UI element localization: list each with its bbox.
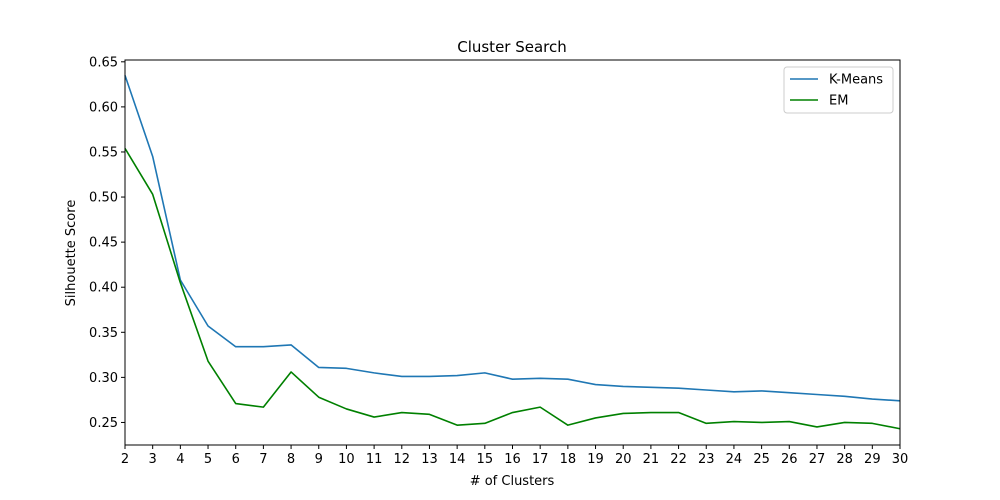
x-tick-label: 5 — [204, 452, 212, 467]
plot-lines — [124, 75, 901, 430]
x-tick-label: 22 — [670, 452, 687, 467]
x-axis: 2 3 4 5 6 7 8 9 10 11 12 13 14 15 16 17 18 19 20 21 22 23 24 25… — [121, 445, 908, 467]
plot-frame — [124, 59, 901, 446]
x-tick-label: 28 — [836, 452, 853, 467]
x-tick-label: 23 — [698, 452, 715, 467]
x-tick-label: 6 — [232, 452, 240, 467]
x-tick-label: 24 — [726, 452, 743, 467]
x-tick-label: 16 — [504, 452, 521, 467]
y-tick-label: 0.65 — [89, 55, 118, 70]
x-axis-label: # of Clusters — [470, 474, 555, 489]
x-tick-label: 19 — [587, 452, 604, 467]
x-tick-label: 10 — [338, 452, 355, 467]
y-tick-label: 0.35 — [89, 326, 118, 341]
x-tick-label: 12 — [394, 452, 411, 467]
legend: K-Means EM — [783, 66, 894, 114]
x-tick-label: 14 — [449, 452, 466, 467]
x-tick-label: 29 — [864, 452, 881, 467]
series-line-em — [124, 147, 901, 430]
x-tick-label: 15 — [477, 452, 494, 467]
y-axis: 0.25 0.30 0.35 0.40 0.45 0.50 0.55 0.60 0.65 — [89, 55, 125, 431]
y-axis-label: Silhouette Score — [64, 200, 79, 307]
y-tick-label: 0.40 — [89, 281, 118, 296]
x-tick-label: 17 — [532, 452, 549, 467]
x-tick-label: 7 — [259, 452, 267, 467]
x-tick-label: 25 — [753, 452, 770, 467]
legend-label-k-means: K-Means — [829, 73, 883, 88]
y-tick-label: 0.25 — [89, 416, 118, 431]
x-tick-label: 30 — [892, 452, 909, 467]
legend-label-em: EM — [829, 94, 848, 109]
x-tick-label: 11 — [366, 452, 383, 467]
x-tick-label: 9 — [315, 452, 323, 467]
x-tick-label: 2 — [121, 452, 129, 467]
x-tick-label: 20 — [615, 452, 632, 467]
x-tick-label: 3 — [149, 452, 157, 467]
x-tick-label: 18 — [560, 452, 577, 467]
y-tick-label: 0.45 — [89, 236, 118, 251]
y-tick-label: 0.30 — [89, 371, 118, 386]
series-line-k-means — [124, 75, 901, 402]
x-tick-label: 8 — [287, 452, 295, 467]
y-tick-label: 0.60 — [89, 100, 118, 115]
chart-title: Cluster Search — [457, 38, 567, 56]
x-tick-label: 13 — [421, 452, 438, 467]
y-tick-label: 0.55 — [89, 145, 118, 160]
x-tick-label: 26 — [781, 452, 798, 467]
x-tick-label: 4 — [176, 452, 184, 467]
y-tick-label: 0.50 — [89, 191, 118, 206]
x-tick-label: 21 — [643, 452, 660, 467]
x-tick-label: 27 — [809, 452, 826, 467]
